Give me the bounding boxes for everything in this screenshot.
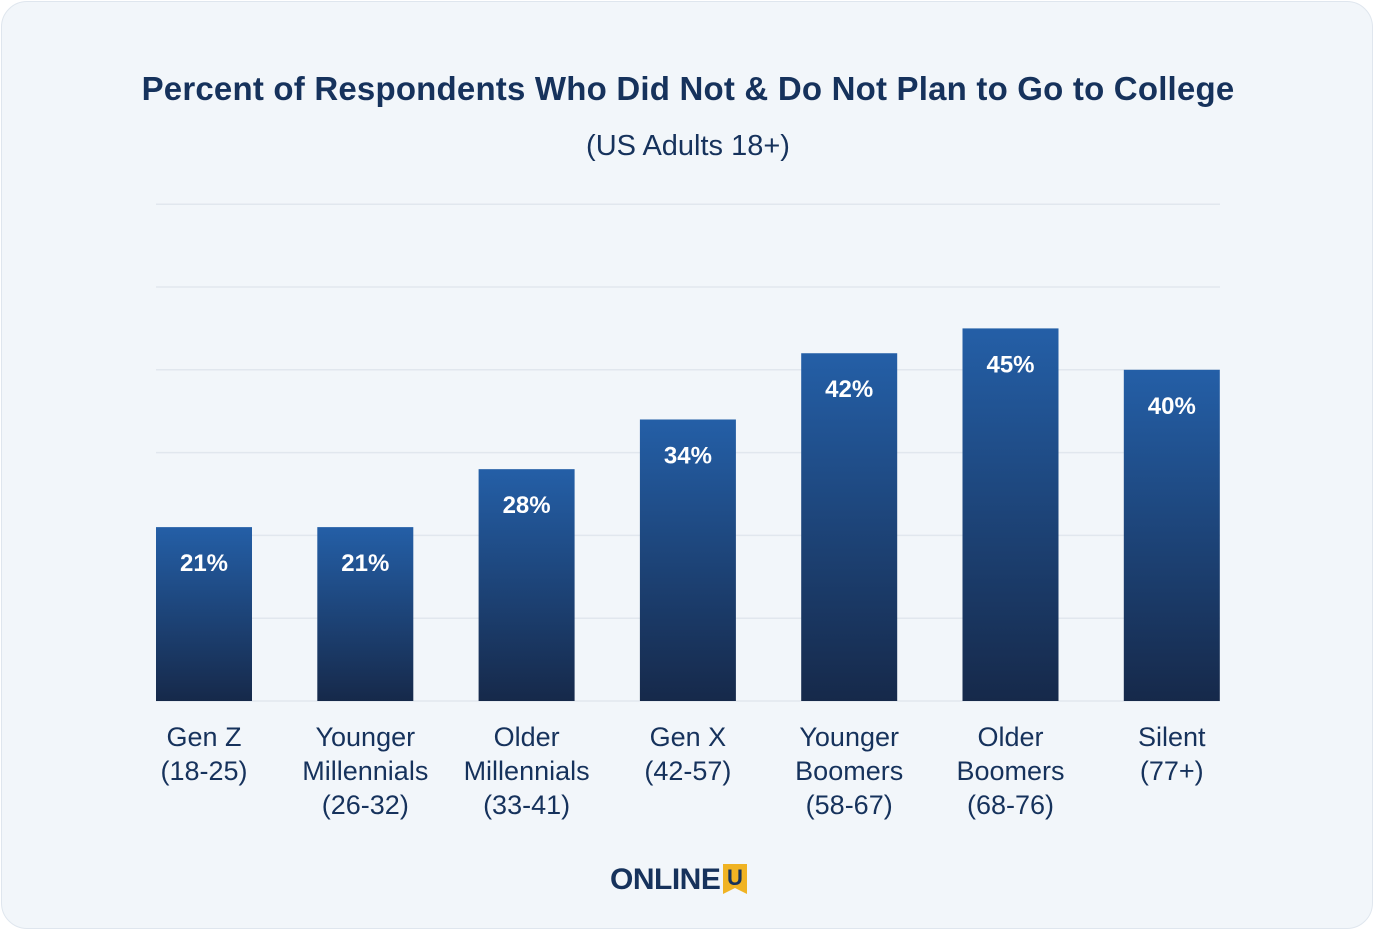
bar-value-label: 45% [986,351,1034,378]
category-label-line: (42-57) [644,756,731,786]
category-label-line: (26-32) [322,790,409,820]
category-label-line: (68-76) [967,790,1054,820]
bar-value-label: 34% [664,442,712,469]
bars [156,328,1220,701]
category-label-line: Older [977,722,1043,752]
bar [639,419,736,701]
bar-value-label: 28% [503,492,551,519]
bar-value-label: 40% [1148,393,1196,420]
category-label-line: Younger [315,722,415,752]
onlineu-logo: ONLINE U [610,860,750,900]
category-label: Older Boomers (68-76) [956,722,1064,820]
bar [962,328,1059,701]
category-label-line: Boomers [795,756,903,786]
category-label: Younger Boomers (58-67) [795,722,903,820]
bar [317,527,414,701]
category-label-line: Silent [1138,722,1206,752]
logo-badge-letter: U [727,865,743,890]
category-label-line: (18-25) [160,756,247,786]
bar-value-label: 21% [341,550,389,577]
category-label-line: Millennials [464,756,590,786]
bar [1123,369,1220,701]
bar [801,353,898,701]
category-label-line: Older [494,722,560,752]
category-label-line: (77+) [1140,756,1204,786]
category-label-line: Millennials [302,756,428,786]
category-label: Silent (77+) [1138,722,1206,786]
bar [478,469,575,701]
category-label-line: Younger [799,722,899,752]
category-label-line: (33-41) [483,790,570,820]
category-label: Gen Z (18-25) [160,722,247,786]
category-label-line: Gen Z [166,722,241,752]
bar-value-label: 42% [825,376,873,403]
logo-badge-icon: U [723,864,748,894]
bar-value-label: 21% [180,550,228,577]
chart-title: Percent of Respondents Who Did Not & Do … [141,70,1235,107]
category-label-line: Gen X [650,722,727,752]
bar [156,527,252,701]
category-label: Younger Millennials (26-32) [302,722,428,820]
category-labels: Gen Z (18-25) Younger Millennials (26-32) Old… [160,722,1206,820]
category-label: Older Millennials (33-41) [464,722,590,820]
category-label: Gen X (42-57) [644,722,731,786]
value-labels: 21% 21% 28% 34% 42% 45% 40% [180,351,1196,577]
category-label-line: (58-67) [806,790,893,820]
chart-subtitle: (US Adults 18+) [586,130,790,162]
category-label-line: Boomers [956,756,1064,786]
logo-text: ONLINE [610,863,721,896]
